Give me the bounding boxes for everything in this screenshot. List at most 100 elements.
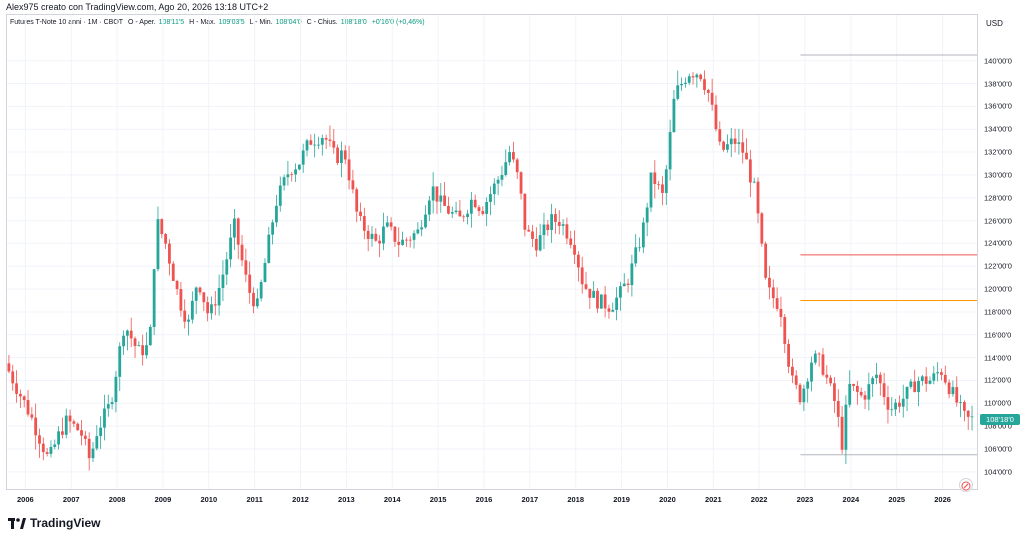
candle-body [859,391,863,396]
candle-body [469,199,473,214]
candle-body [125,330,129,336]
candle-body [76,423,80,431]
candle-body [867,384,871,400]
candle-body [966,410,970,417]
time-axis-tick: 2009 [154,495,172,504]
candle-body [389,222,393,227]
candle-body [802,388,806,403]
candle-body [297,164,301,170]
candle-body [844,404,848,450]
candle-body [924,376,928,384]
candle-body [611,309,615,312]
candle-body [95,436,99,449]
candle-body [420,227,424,230]
time-axis-tick: 2018 [567,495,585,504]
candle-body [229,237,232,260]
candle-body [263,262,267,283]
tradingview-logo: TradingView [8,516,100,530]
chart-pane[interactable] [6,14,978,490]
candle-body [255,298,259,307]
time-axis-tick: 2021 [704,495,722,504]
candle-body [722,141,726,150]
candle-body [748,159,752,183]
price-axis-tick: 122'00'0 [984,261,1012,271]
tradingview-logo-icon [8,517,26,529]
candle-body [962,401,966,411]
candle-body [267,234,271,263]
price-axis-tick: 138'00'0 [984,79,1012,89]
candle-body [657,183,661,185]
candle-body [179,289,183,311]
candle-body [569,238,573,245]
time-axis-tick: 2026 [934,495,951,504]
candle-body [771,287,775,299]
low-label: L - Min. [249,19,273,26]
candle-body [810,362,813,382]
time-axis-tick: 2010 [200,495,218,504]
price-axis-tick: 140'00'0 [984,56,1012,66]
author-caption: Alex975 creato con TradingView.com, Ago … [6,2,269,12]
candle-body [940,372,943,375]
candle-body [355,189,359,212]
candle-body [890,409,894,411]
candle-body [198,287,202,293]
price-axis-tick: 128'00'0 [984,193,1012,203]
candle-body [148,326,152,346]
candle-body [435,186,439,202]
candle-body [91,448,95,459]
candle-body [829,377,833,384]
time-axis-tick: 2011 [246,495,263,504]
candle-body [290,174,294,176]
candle-body [836,400,840,417]
candle-body [733,138,737,144]
candle-body [855,385,859,392]
candle-body [351,180,355,190]
time-axis-tick: 2014 [383,495,401,504]
go-to-realtime-button[interactable] [959,478,973,492]
candle-body [783,317,787,344]
candle-body [301,150,305,165]
candle-body [619,286,622,298]
candle-body [806,381,810,389]
candle-body [825,374,829,378]
candle-body [275,205,278,223]
candle-body [752,181,756,183]
candle-body [38,435,41,444]
candle-body [584,284,588,289]
candle-body [515,159,519,173]
candle-body [282,177,286,186]
time-axis-tick: 2024 [842,495,860,504]
candle-body [485,202,489,214]
candle-body [745,152,748,160]
price-axis-tick: 106'00'0 [984,444,1012,454]
candle-body [943,374,947,383]
candle-body [603,294,607,309]
candle-body [527,229,531,232]
candle-body [729,138,733,145]
close-label: C - Chius. [306,19,338,26]
candle-body [687,76,691,83]
candle-body [550,214,554,231]
candle-body [676,85,680,99]
candle-body [519,172,523,194]
candle-body [336,147,339,163]
candle-body [901,398,905,407]
candle-body [99,427,103,437]
time-axis-tick: 2025 [888,495,906,504]
candle-body [57,431,60,445]
candle-body [741,142,745,153]
candle-body [362,216,366,231]
candle-body [489,194,492,203]
candle-body [913,381,917,393]
change-value: +0'16'0 (+0,46%) [371,19,425,26]
candle-body [905,386,909,399]
candle-body [424,214,427,228]
candle-body [271,222,275,235]
candle-body [538,235,542,251]
time-axis-tick: 2006 [17,495,34,504]
candle-body [252,292,255,307]
candle-body [366,230,370,239]
price-axis-tick: 130'00'0 [984,170,1012,180]
candle-body [508,152,511,163]
